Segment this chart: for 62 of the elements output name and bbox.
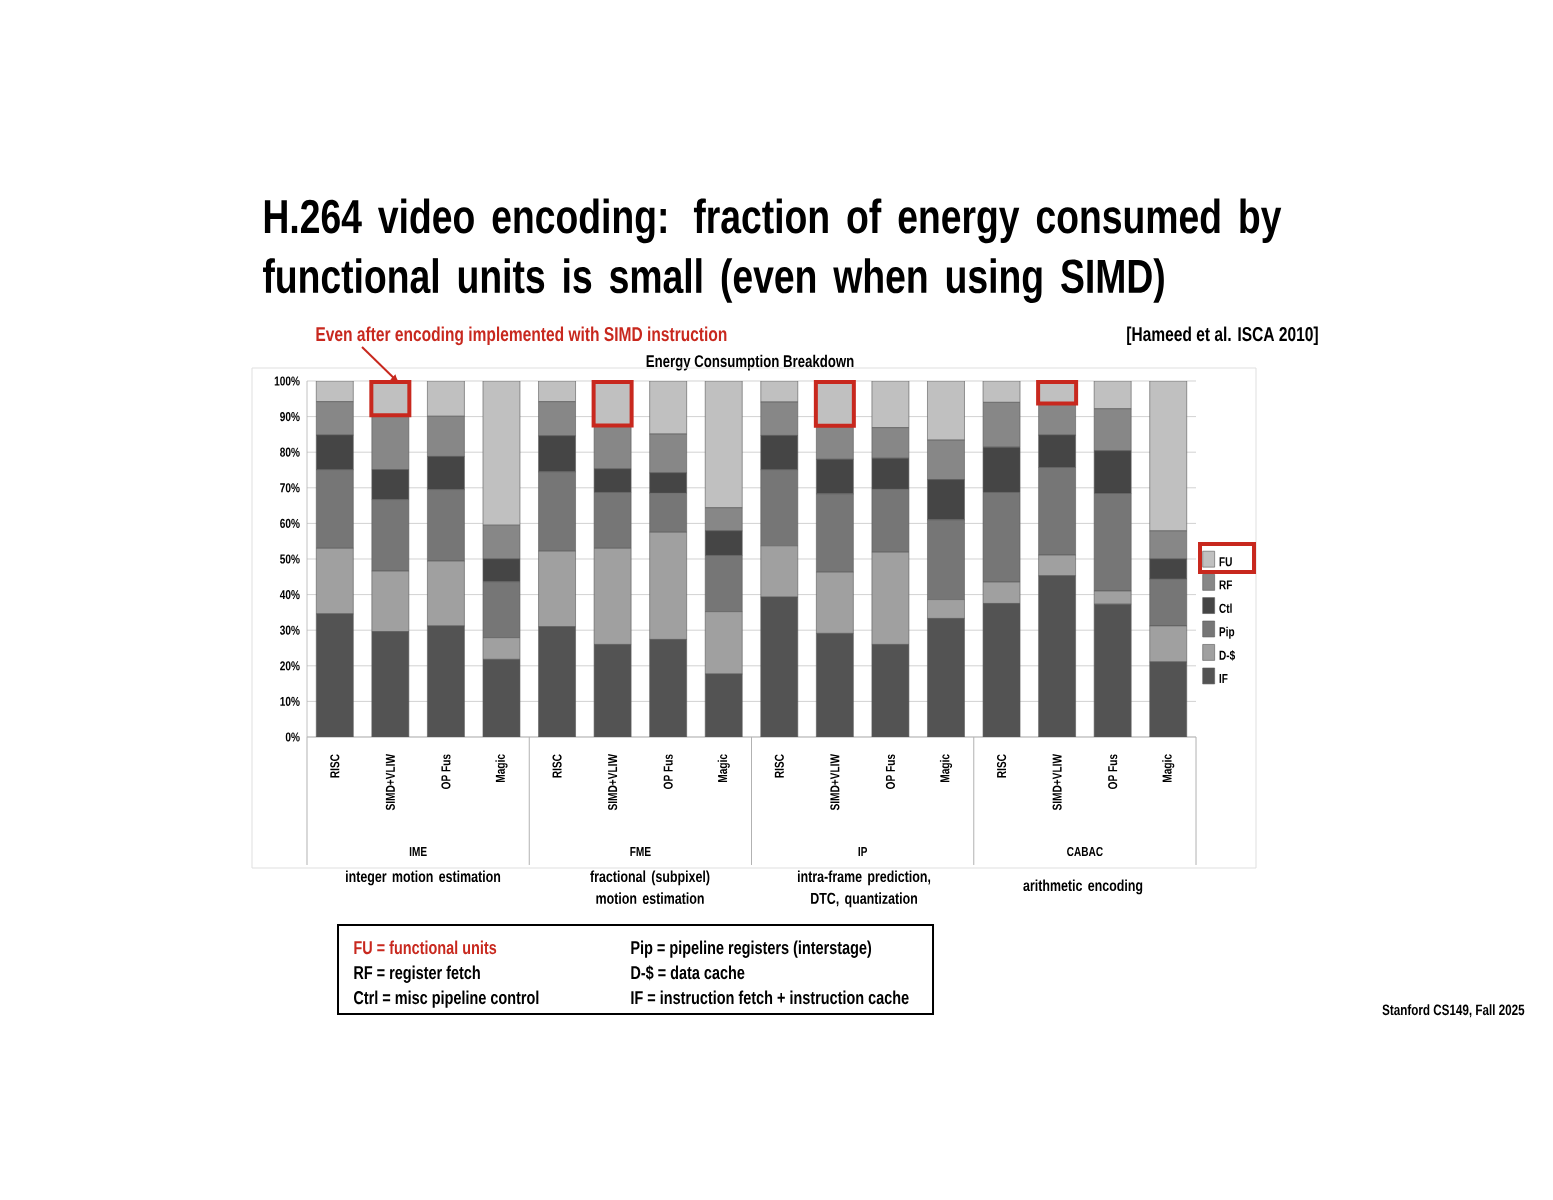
x-tick-label: SIMD+VLIW [385,754,395,811]
text: IP [858,847,868,856]
y-tick-label: 20% [280,661,300,671]
text: FME [630,847,651,856]
text: D-$ = data cache [631,965,745,981]
bar [1093,380,1132,410]
x-tick-label: RISC [330,754,340,778]
x-tick-label: RISC [774,754,784,778]
y-tick-label: 10% [280,696,300,706]
bar [649,380,687,435]
text: Stanford CS149, Fall 2025 [1382,1004,1525,1018]
text: Ctrl = misc pipeline control [354,990,539,1008]
bar [704,380,743,509]
legend-label: FU [1219,557,1232,567]
text: FU = functional units [354,940,497,955]
text: integer motion estimation [346,870,501,886]
text: CABAC [1067,846,1103,857]
chart-title: H.264 video encoding: fraction of energy consumed by functional units is small (even when using SIMD) [263,198,1282,303]
y-tick-label: 90% [280,412,300,422]
x-tick-label: Magic [495,754,508,782]
x-tick-label: RISC [552,754,562,778]
bar [482,380,521,526]
text: IF = instruction fetch + instruction cache [631,990,909,1005]
bar [315,380,354,402]
x-tick-label: OP Fus [663,754,673,789]
x-tick-label: OP Fus [1108,754,1118,789]
text: [Hameed et al. ISCA 2010] [1127,326,1318,346]
text: intra-frame prediction, DTC, quantization [797,870,931,908]
bar [538,380,576,402]
x-tick-label: SIMD+VLIW [608,754,618,811]
bar [427,380,465,417]
chart-subtitle: Energy Consumption Breakdown [646,354,854,371]
x-tick-label: OP Fus [441,754,451,789]
legend-label: Pip [1219,626,1235,639]
y-tick-label: 70% [280,483,300,493]
bar [871,380,910,428]
legend-label: D-$ [1219,650,1236,661]
text: Pip = pipeline registers (interstage) [631,940,872,958]
y-tick-label: 0% [285,732,300,742]
y-tick-label: 60% [280,518,300,528]
x-tick-label: SIMD+VLIW [1052,754,1062,811]
x-tick-label: Magic [717,754,730,782]
y-tick-label: 100% [274,376,300,386]
x-tick-label: Magic [1162,754,1175,782]
text: Even after encoding implemented with SIMD instruction [316,326,727,346]
x-tick-label: Magic [939,754,953,782]
legend-label: RF [1219,580,1232,590]
y-tick-label: 50% [280,554,300,564]
bar [1149,380,1188,532]
bar [927,380,965,441]
x-tick-label: SIMD+VLIW [830,754,840,811]
text: RF = register fetch [354,965,480,983]
legend-label: Ctl [1219,603,1232,613]
x-tick-label: RISC [996,754,1007,778]
x-tick-label: OP Fus [885,754,895,789]
y-tick-label: 80% [280,447,300,457]
y-tick-label: 40% [279,590,300,600]
text: arithmetic encoding [1023,879,1143,895]
y-tick-label: 30% [279,625,300,635]
legend-label: IF [1219,674,1228,683]
text: fractional (subpixel) motion estimation [590,870,710,905]
text: IME [409,847,427,856]
